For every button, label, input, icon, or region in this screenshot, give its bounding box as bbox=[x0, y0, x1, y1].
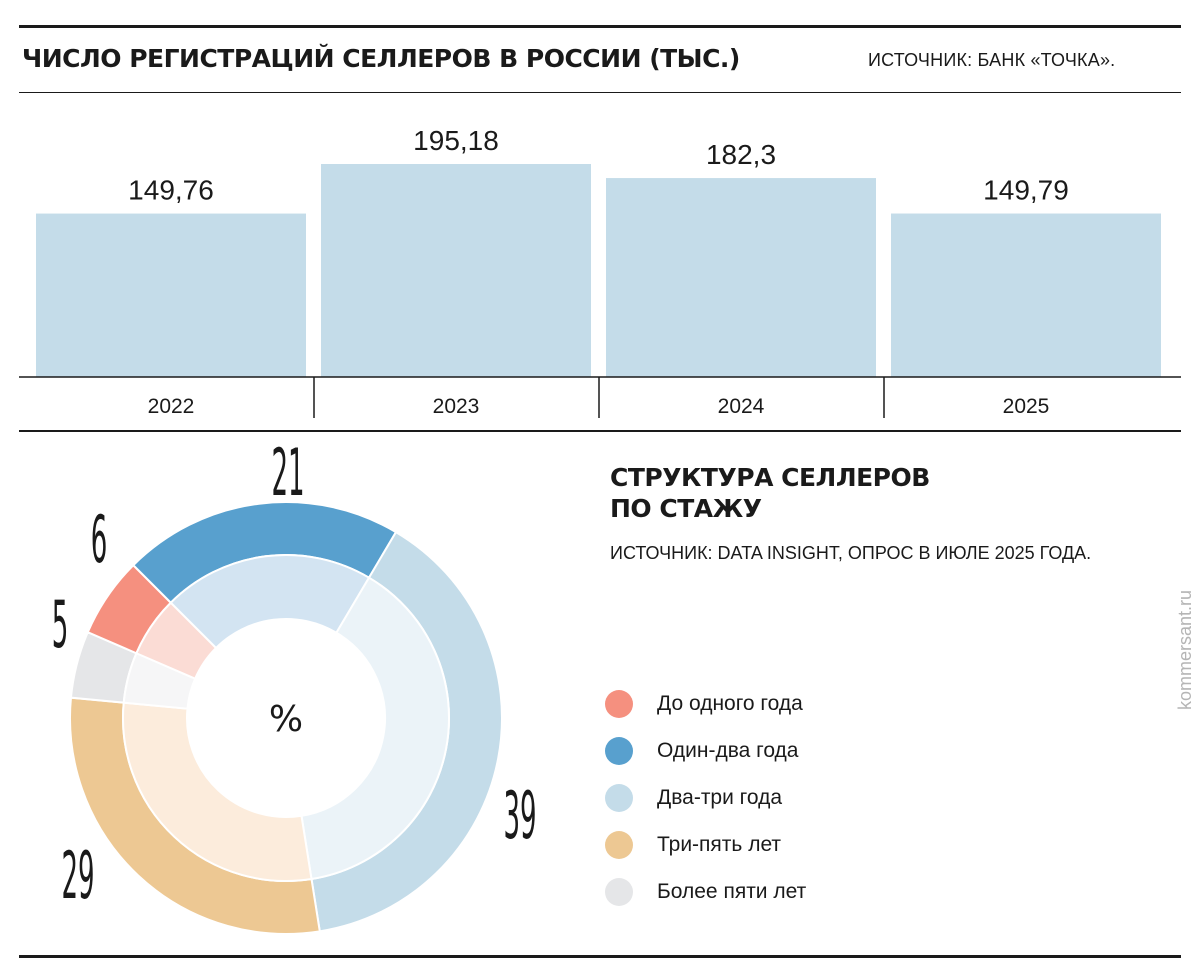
bar-2022 bbox=[36, 213, 306, 377]
slice-value-label: 21 bbox=[271, 435, 304, 511]
credit-watermark: kommersant.ru bbox=[1175, 589, 1195, 710]
bar-2023 bbox=[321, 164, 591, 377]
slice-value-label: 6 bbox=[91, 502, 108, 578]
legend-label: До одного года bbox=[657, 691, 803, 715]
section-divider bbox=[19, 430, 1181, 432]
bar-chart: 149,76 2022 195,18 2023 182,3 2024 149,79 2025 bbox=[19, 125, 1181, 418]
legend-swatch bbox=[605, 830, 633, 859]
legend-item: Один-два года bbox=[605, 727, 806, 774]
bar-value-label: 149,79 bbox=[983, 175, 1069, 206]
donut-chart-title-line2: ПО СТАЖУ bbox=[610, 494, 762, 523]
legend-swatch bbox=[605, 877, 633, 906]
donut-chart-source: ИСТОЧНИК: DATA INSIGHT, ОПРОС В ИЮЛЕ 202… bbox=[610, 543, 1092, 563]
legend-item: Два-три года bbox=[605, 774, 806, 821]
donut-chart-title: СТРУКТУРА СЕЛЛЕРОВ ПО СТАЖУ bbox=[610, 462, 930, 524]
donut-chart: 21 39 29 56% bbox=[52, 435, 537, 935]
slice-value-label: 39 bbox=[503, 778, 536, 854]
x-tick-label: 2022 bbox=[148, 395, 195, 418]
bar-value-label: 149,76 bbox=[128, 175, 214, 206]
donut-legend: До одного года Один-два года Два-три года Т… bbox=[605, 680, 806, 915]
legend-label: Три-пять лет bbox=[657, 832, 782, 856]
bar-chart-source: ИСТОЧНИК: БАНК «ТОЧКА». bbox=[868, 50, 1116, 70]
bar-chart-title: ЧИСЛО РЕГИСТРАЦИЙ СЕЛЛЕРОВ В РОССИИ (ТЫС… bbox=[22, 44, 740, 73]
slice-два-три-года-inner bbox=[300, 576, 450, 881]
legend-label: Два-три года bbox=[657, 785, 783, 809]
slice-до-одного-года-inner bbox=[135, 601, 218, 680]
bar-value-label: 182,3 bbox=[706, 139, 776, 170]
top-rule bbox=[19, 25, 1181, 28]
legend-item: Более пяти лет bbox=[605, 868, 806, 915]
x-tick-label: 2023 bbox=[433, 395, 480, 418]
slice-один-два-года-inner bbox=[169, 554, 371, 650]
legend-swatch bbox=[605, 783, 633, 812]
donut-chart-title-line1: СТРУКТУРА СЕЛЛЕРОВ bbox=[610, 463, 930, 492]
donut-center-label: % bbox=[269, 699, 303, 740]
bottom-rule bbox=[19, 955, 1181, 958]
bar-value-label: 195,18 bbox=[413, 125, 499, 156]
bar-2024 bbox=[606, 178, 876, 377]
x-tick-label: 2024 bbox=[718, 395, 765, 418]
legend-swatch bbox=[605, 736, 633, 765]
bar-2025 bbox=[891, 213, 1161, 377]
legend-label: Один-два года bbox=[657, 738, 799, 762]
legend-label: Более пяти лет bbox=[657, 879, 807, 903]
legend-item: Три-пять лет bbox=[605, 821, 806, 868]
header-divider bbox=[19, 92, 1181, 93]
slice-три-пять-лет-inner bbox=[122, 701, 313, 882]
slice-value-label: 5 bbox=[52, 587, 69, 663]
slice-value-label: 29 bbox=[61, 838, 94, 914]
x-tick-label: 2025 bbox=[1003, 395, 1050, 418]
legend-item: До одного года bbox=[605, 680, 806, 727]
legend-swatch bbox=[605, 689, 633, 718]
